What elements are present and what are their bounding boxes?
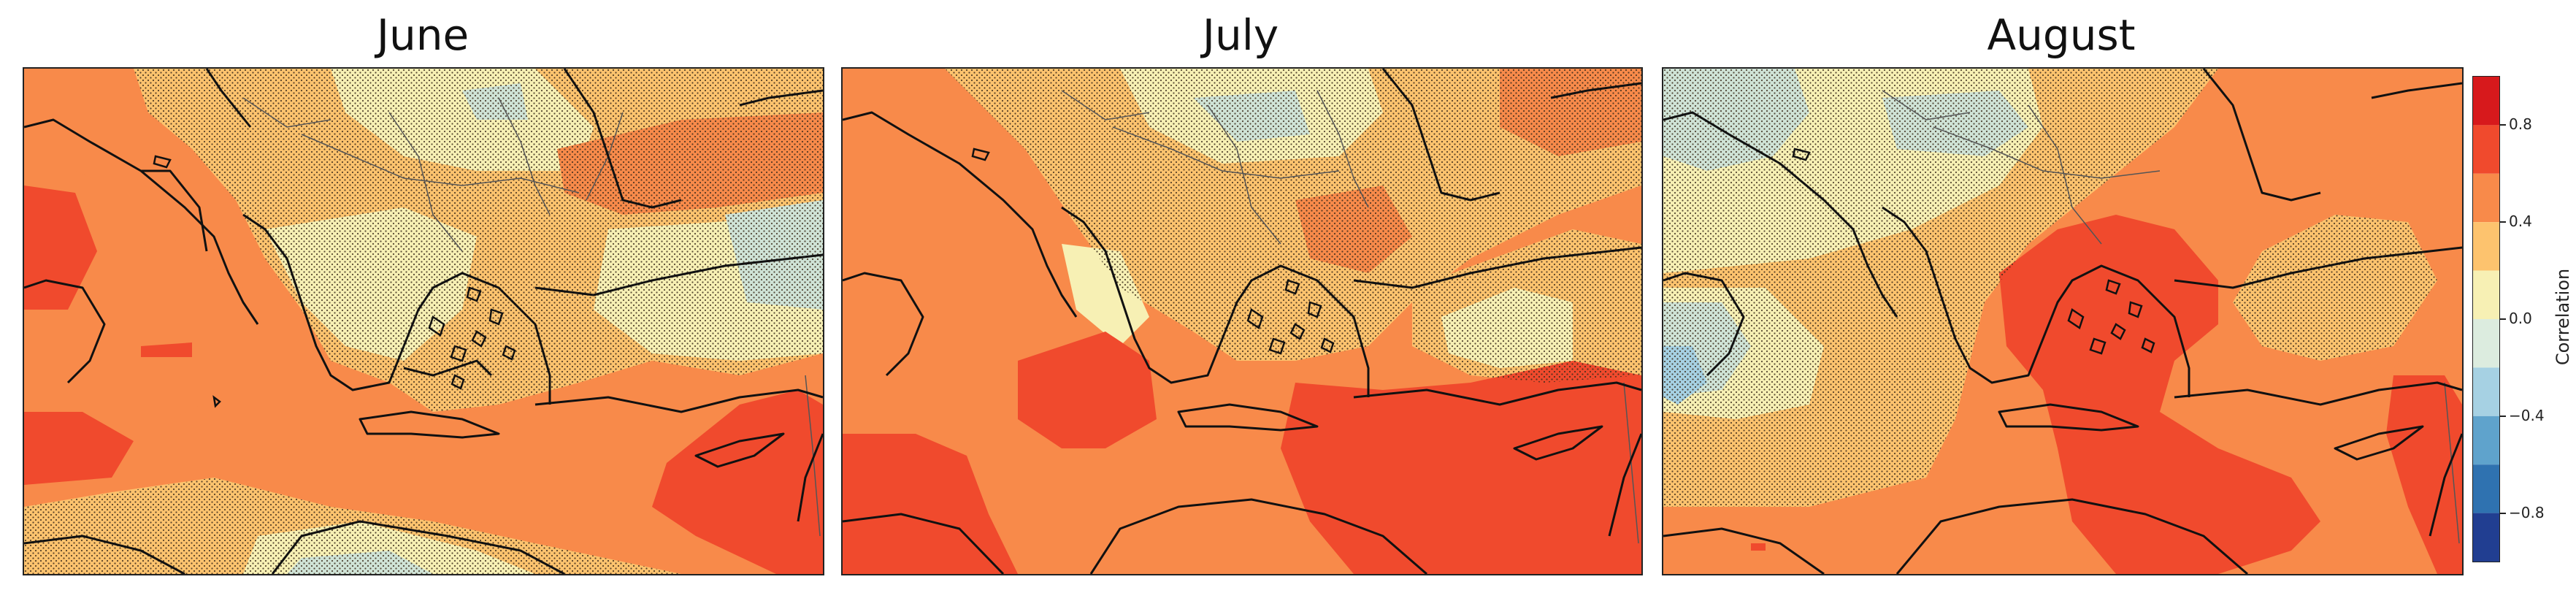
colorbar-level-5 bbox=[2473, 319, 2499, 368]
map-july bbox=[841, 67, 1643, 575]
significance-hatching bbox=[945, 69, 1641, 361]
colorbar-level-1 bbox=[2473, 125, 2499, 174]
colorbar-level-0 bbox=[2473, 77, 2499, 126]
map-june bbox=[23, 67, 824, 575]
country-borders bbox=[1882, 90, 2460, 544]
contour-strong-positive bbox=[141, 342, 192, 357]
islands bbox=[153, 155, 516, 408]
colorbar-level-6 bbox=[2473, 367, 2499, 416]
colorbar-level-9 bbox=[2473, 513, 2499, 562]
significance-hatching bbox=[134, 69, 823, 412]
contour-strong-positive bbox=[1751, 543, 1766, 551]
coastlines bbox=[1663, 69, 2462, 574]
colorbar-tick-label: −0.8 bbox=[2509, 503, 2545, 521]
panel-title-july: July bbox=[1202, 10, 1279, 60]
colorbar-level-4 bbox=[2473, 270, 2499, 319]
significance-hatching bbox=[2233, 215, 2437, 361]
colorbar-tick-label: 0.0 bbox=[2509, 310, 2532, 327]
colorbar-gradient bbox=[2473, 77, 2499, 562]
colorbar-title: Correlation bbox=[2553, 268, 2573, 366]
islands bbox=[971, 148, 1335, 355]
colorbar-level-3 bbox=[2473, 222, 2499, 271]
coastlines bbox=[24, 69, 823, 574]
colorbar-tick-label: 0.8 bbox=[2509, 115, 2532, 134]
contour-strong-positive bbox=[1018, 332, 1157, 448]
country-borders bbox=[1061, 90, 1639, 544]
contour-strong-positive bbox=[843, 434, 1018, 574]
colorbar bbox=[2472, 76, 2500, 562]
colorbar-tick-mark bbox=[2500, 512, 2506, 514]
colorbar-tick-mark bbox=[2500, 318, 2506, 320]
map-august bbox=[1662, 67, 2464, 575]
panel-title-june: June bbox=[376, 10, 469, 60]
colorbar-level-7 bbox=[2473, 416, 2499, 465]
colorbar-tick-mark bbox=[2500, 124, 2506, 126]
islands bbox=[1792, 148, 2155, 355]
coastlines bbox=[843, 69, 1641, 574]
contour-strong-positive bbox=[1999, 215, 2320, 574]
colorbar-level-2 bbox=[2473, 173, 2499, 223]
significance-hatching bbox=[1412, 229, 1641, 383]
contour-strong-positive bbox=[24, 412, 134, 485]
contour-strong-positive bbox=[2386, 375, 2462, 574]
contour-strong-positive bbox=[24, 185, 97, 310]
colorbar-level-8 bbox=[2473, 464, 2499, 513]
significance-hatching bbox=[1663, 69, 2218, 507]
colorbar-tick-label: 0.4 bbox=[2509, 213, 2532, 231]
colorbar-tick-mark bbox=[2500, 221, 2506, 223]
colorbar-tick-mark bbox=[2500, 415, 2506, 417]
contour-strong-positive bbox=[1281, 361, 1641, 574]
colorbar-tick-label: −0.4 bbox=[2509, 406, 2545, 424]
panel-title-august: August bbox=[1987, 10, 2136, 60]
